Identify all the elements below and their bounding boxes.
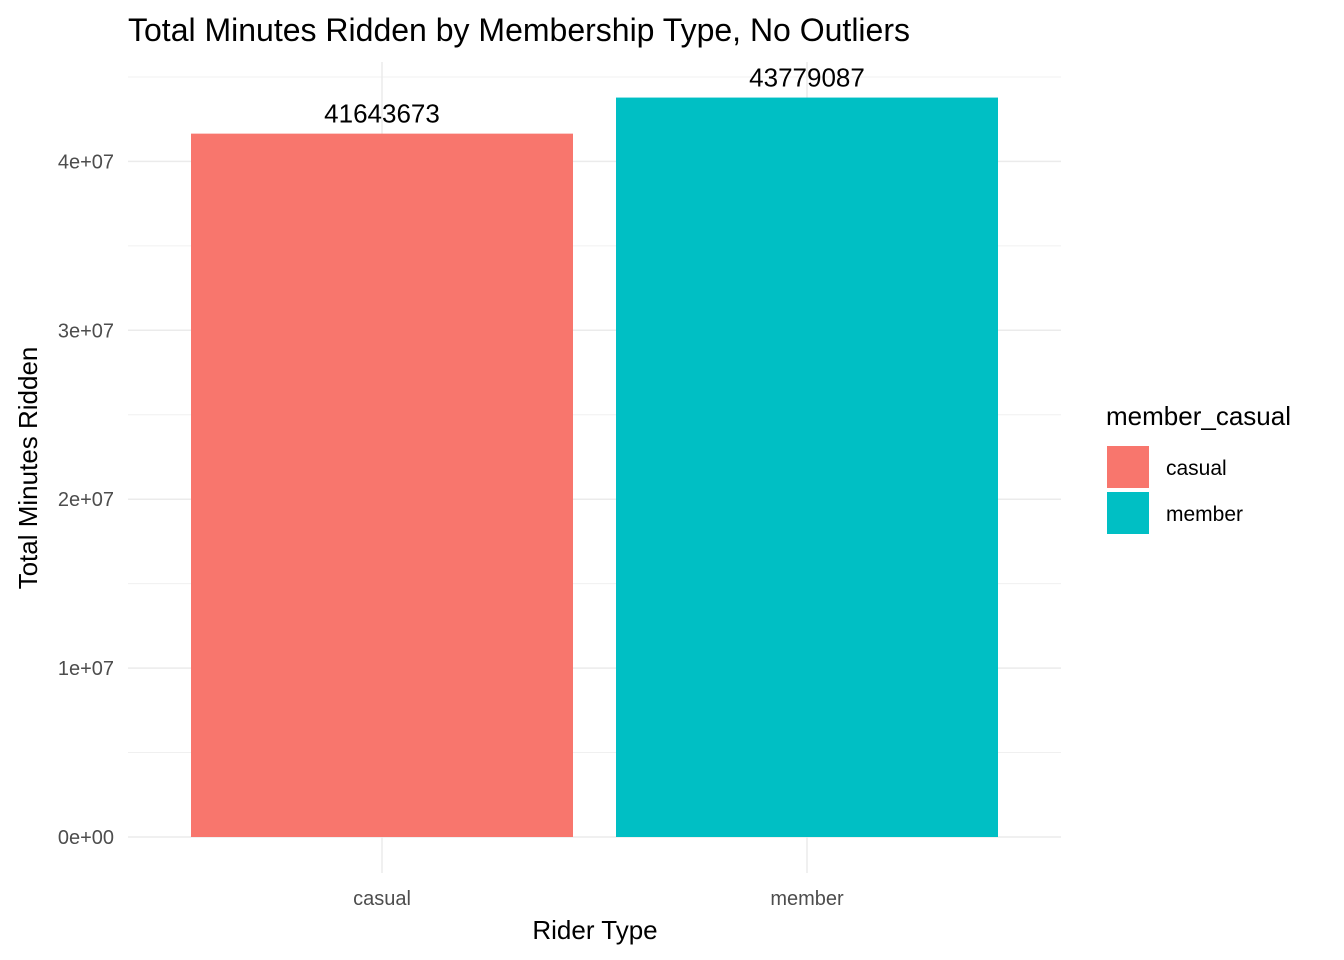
- data-label-casual: 41643673: [324, 99, 440, 129]
- bar-member: [616, 97, 998, 837]
- x-axis-title: Rider Type: [532, 915, 657, 945]
- x-tick-label-member: member: [770, 888, 844, 910]
- legend-entries: casual member: [1107, 446, 1243, 534]
- x-tick-label-casual: casual: [353, 888, 411, 910]
- legend-title: member_casual: [1106, 401, 1291, 431]
- chart-title: Total Minutes Ridden by Membership Type,…: [128, 12, 910, 48]
- legend: member_casual casual member: [1106, 401, 1291, 534]
- data-label-member: 43779087: [749, 63, 865, 93]
- y-tick-label: 3e+07: [58, 320, 114, 342]
- x-axis: casual member: [353, 888, 844, 910]
- y-axis: 0e+00 1e+07 2e+07 3e+07 4e+07: [58, 151, 114, 849]
- y-tick-label: 1e+07: [58, 658, 114, 680]
- bars: [191, 97, 998, 837]
- y-tick-label: 4e+07: [58, 151, 114, 173]
- legend-label-member: member: [1166, 503, 1243, 526]
- legend-label-casual: casual: [1166, 457, 1227, 480]
- y-axis-title: Total Minutes Ridden: [13, 347, 43, 590]
- y-tick-label: 2e+07: [58, 489, 114, 511]
- legend-key-casual: [1107, 446, 1149, 488]
- y-tick-label: 0e+00: [58, 827, 114, 849]
- legend-key-member: [1107, 492, 1149, 534]
- data-labels: 41643673 43779087: [324, 63, 865, 129]
- bar-casual: [191, 133, 573, 837]
